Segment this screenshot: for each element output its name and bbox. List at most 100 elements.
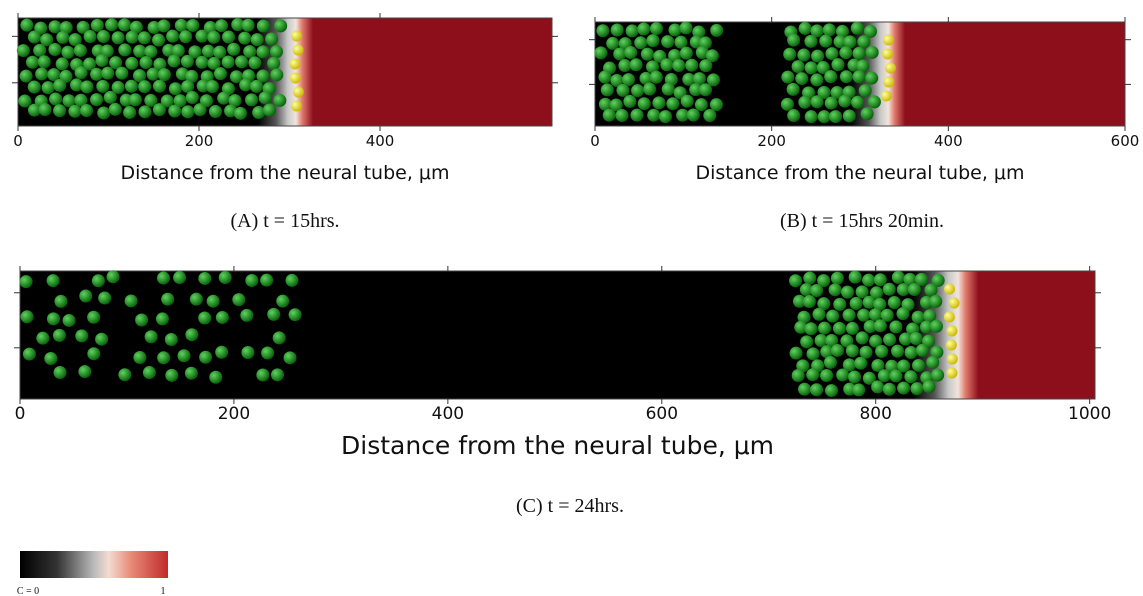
cell bbox=[849, 296, 863, 310]
cell bbox=[241, 346, 255, 360]
leader-cell bbox=[946, 353, 958, 365]
cell bbox=[168, 104, 182, 118]
cell bbox=[27, 30, 41, 44]
cell bbox=[926, 355, 940, 369]
cell bbox=[232, 293, 246, 307]
cell bbox=[73, 43, 87, 57]
cell bbox=[831, 58, 845, 72]
cell bbox=[258, 91, 272, 105]
cell bbox=[22, 347, 36, 361]
cell bbox=[144, 93, 158, 107]
cell bbox=[824, 96, 838, 110]
cell bbox=[53, 78, 67, 92]
cell bbox=[880, 308, 894, 322]
cell bbox=[804, 34, 818, 48]
cell bbox=[804, 61, 818, 75]
cell bbox=[631, 84, 645, 98]
cell bbox=[222, 30, 236, 44]
cell bbox=[871, 380, 885, 394]
caption: (A) t = 15hrs. bbox=[230, 210, 339, 232]
cell bbox=[852, 70, 866, 84]
cell bbox=[843, 35, 857, 49]
cell bbox=[213, 45, 227, 59]
cell bbox=[283, 351, 297, 365]
cell bbox=[207, 30, 221, 44]
cell bbox=[168, 82, 182, 96]
cell bbox=[817, 297, 831, 311]
cell bbox=[117, 18, 131, 32]
colorbar-label: C = 0 bbox=[17, 586, 39, 596]
cell bbox=[189, 292, 203, 306]
cell bbox=[689, 83, 703, 97]
cell bbox=[882, 382, 896, 396]
cell bbox=[897, 381, 911, 395]
cell bbox=[889, 369, 903, 383]
cell bbox=[19, 275, 33, 289]
cell bbox=[692, 25, 706, 39]
cell bbox=[615, 108, 629, 122]
cell bbox=[791, 368, 805, 382]
cell bbox=[228, 94, 242, 108]
cell bbox=[865, 71, 879, 85]
cell bbox=[873, 319, 887, 333]
cell bbox=[806, 368, 820, 382]
cell bbox=[138, 105, 152, 119]
cell bbox=[18, 94, 32, 108]
cell bbox=[198, 311, 212, 325]
cell bbox=[217, 91, 231, 105]
cell bbox=[97, 106, 111, 120]
cell bbox=[91, 274, 105, 288]
cell bbox=[924, 283, 938, 297]
x-axis-label: Distance from the neural tube, μm bbox=[695, 162, 1024, 184]
cell bbox=[33, 43, 47, 57]
leader-cell bbox=[884, 62, 896, 74]
cell bbox=[55, 57, 69, 71]
cell bbox=[672, 59, 686, 73]
cell bbox=[855, 331, 869, 345]
cell bbox=[885, 359, 899, 373]
cell bbox=[820, 369, 834, 383]
cell bbox=[215, 310, 229, 324]
cell bbox=[852, 46, 866, 60]
cell bbox=[852, 383, 866, 397]
cell bbox=[285, 273, 299, 287]
cell bbox=[53, 365, 67, 379]
cell bbox=[137, 31, 151, 45]
cell bbox=[629, 58, 643, 72]
cell bbox=[36, 331, 50, 345]
cell bbox=[224, 104, 238, 118]
cell bbox=[240, 308, 254, 322]
cell bbox=[904, 345, 918, 359]
cell bbox=[799, 283, 813, 297]
cell bbox=[661, 82, 675, 96]
cell bbox=[826, 309, 840, 323]
leader-cell bbox=[291, 100, 303, 112]
cell bbox=[142, 366, 156, 380]
cell bbox=[862, 371, 876, 385]
cell bbox=[709, 98, 723, 112]
cell bbox=[803, 271, 817, 285]
cell bbox=[887, 296, 901, 310]
cell bbox=[907, 283, 921, 297]
cell bbox=[899, 332, 913, 346]
cell bbox=[786, 82, 800, 96]
cell bbox=[108, 102, 122, 116]
cell bbox=[703, 109, 717, 123]
cell bbox=[87, 310, 101, 324]
cell bbox=[830, 271, 844, 285]
cell-cluster bbox=[16, 18, 304, 120]
cell bbox=[62, 94, 76, 108]
cell bbox=[891, 270, 905, 284]
cell bbox=[118, 368, 132, 382]
cell bbox=[256, 368, 270, 382]
cell bbox=[123, 105, 137, 119]
cell bbox=[213, 67, 227, 81]
cell bbox=[814, 334, 828, 348]
cell bbox=[882, 282, 896, 296]
cell bbox=[796, 359, 810, 373]
cell bbox=[38, 103, 52, 117]
cell bbox=[109, 56, 123, 70]
cell bbox=[181, 105, 195, 119]
cell bbox=[877, 369, 891, 383]
cell bbox=[835, 24, 849, 38]
